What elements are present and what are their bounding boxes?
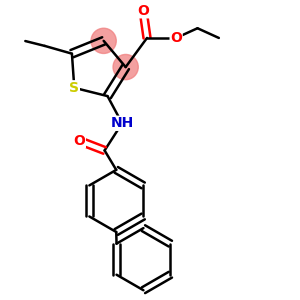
Text: O: O bbox=[74, 134, 85, 148]
Circle shape bbox=[113, 54, 138, 80]
Text: NH: NH bbox=[110, 116, 134, 130]
Text: O: O bbox=[137, 4, 149, 18]
Circle shape bbox=[91, 28, 116, 53]
Text: O: O bbox=[170, 31, 182, 45]
Text: S: S bbox=[69, 81, 79, 95]
